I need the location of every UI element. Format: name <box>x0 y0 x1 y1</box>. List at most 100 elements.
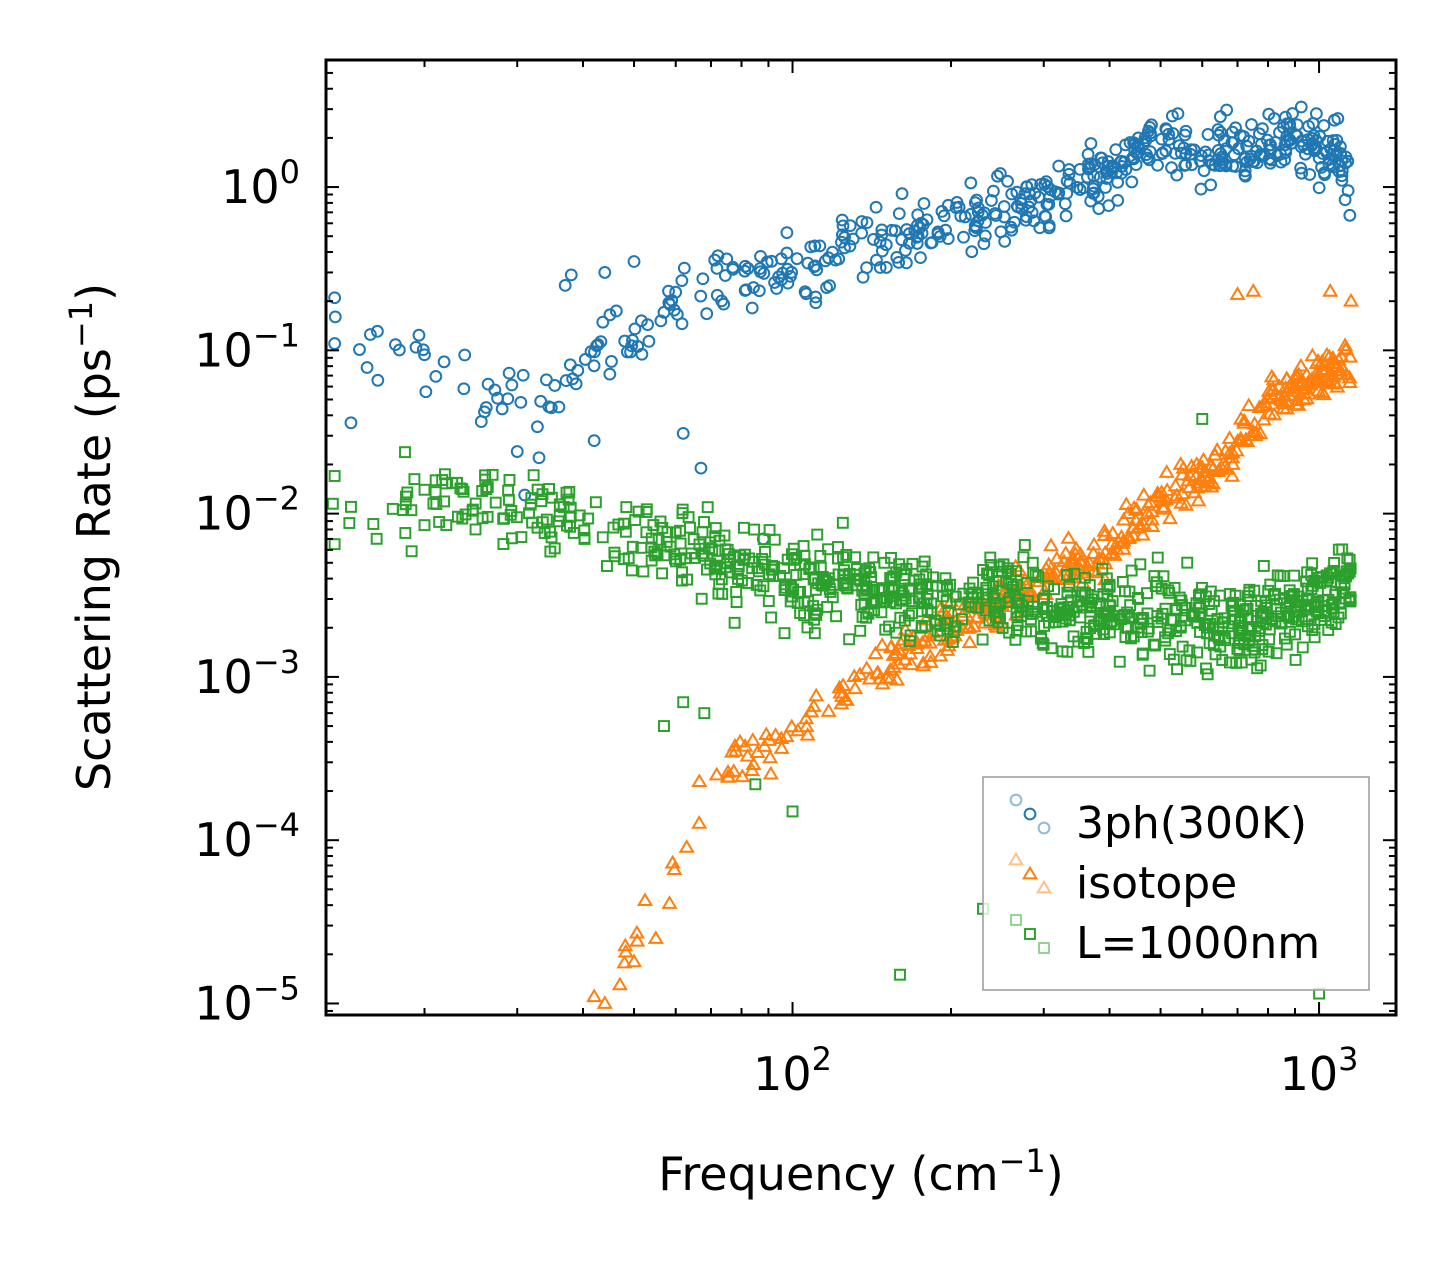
data-point <box>1195 451 1212 466</box>
data-point <box>801 256 815 270</box>
data-point <box>1234 612 1247 625</box>
data-point <box>1019 625 1032 638</box>
data-point <box>1011 200 1025 214</box>
data-point <box>900 223 914 236</box>
data-point <box>1109 143 1123 157</box>
data-point <box>804 240 818 254</box>
data-point <box>1061 586 1074 599</box>
data-point <box>345 500 357 513</box>
data-point <box>1126 499 1143 514</box>
data-point <box>677 261 691 275</box>
data-point <box>1311 585 1324 598</box>
data-point <box>1010 565 1022 578</box>
data-point <box>642 334 656 348</box>
data-point <box>525 492 538 505</box>
data-point <box>977 206 991 220</box>
data-point <box>916 560 929 573</box>
data-point <box>1301 592 1314 605</box>
data-point <box>1337 587 1350 599</box>
data-point <box>967 576 980 589</box>
data-point <box>696 272 710 286</box>
data-point <box>939 642 956 656</box>
data-point <box>981 591 994 604</box>
data-point <box>1081 555 1098 569</box>
data-point <box>1204 585 1217 598</box>
data-point <box>400 490 412 503</box>
plot-frame <box>324 58 1398 1017</box>
data-point <box>1167 477 1184 492</box>
data-point <box>1240 155 1254 169</box>
data-point <box>1317 119 1331 132</box>
data-point <box>657 305 671 319</box>
data-point <box>773 730 790 745</box>
data-point <box>940 579 953 592</box>
data-point <box>916 218 930 231</box>
data-point <box>808 687 825 702</box>
legend-marker <box>1035 879 1053 894</box>
data-point <box>867 645 884 660</box>
data-point <box>1104 545 1121 559</box>
data-point <box>1203 598 1216 610</box>
data-point <box>835 677 852 692</box>
data-point <box>625 564 638 577</box>
data-point <box>964 207 978 221</box>
data-point <box>952 200 966 214</box>
data-point <box>1029 569 1042 581</box>
data-point <box>1325 351 1342 365</box>
data-point <box>994 612 1006 625</box>
data-point <box>418 483 431 496</box>
data-point <box>1104 600 1117 613</box>
data-point <box>718 269 732 282</box>
data-point <box>1059 608 1072 620</box>
data-point <box>892 255 906 269</box>
data-point <box>895 187 909 201</box>
data-point <box>971 205 985 219</box>
data-point <box>968 219 982 233</box>
data-point <box>1183 458 1200 472</box>
data-point <box>502 366 516 380</box>
data-point <box>1132 516 1149 531</box>
data-point <box>1294 161 1308 175</box>
data-point <box>1178 128 1192 142</box>
data-point <box>480 483 493 496</box>
data-point <box>478 405 491 419</box>
data-point <box>635 347 649 361</box>
data-point <box>668 548 681 561</box>
data-point <box>710 288 724 302</box>
data-point <box>1196 413 1209 425</box>
y-tick-label: 10−2 <box>194 480 300 541</box>
data-point <box>1201 668 1214 681</box>
data-point <box>1229 286 1246 300</box>
legend: 3ph(300K) isotope L=1000nm <box>982 776 1370 991</box>
data-point <box>675 274 689 288</box>
data-point <box>1127 512 1144 527</box>
data-point <box>360 361 374 374</box>
data-point <box>1227 596 1240 609</box>
data-point <box>940 595 953 607</box>
data-point <box>1207 446 1224 461</box>
data-point <box>903 635 916 648</box>
data-point <box>1105 615 1118 628</box>
data-point <box>532 451 546 465</box>
data-point <box>1286 107 1299 120</box>
data-point <box>739 548 751 561</box>
data-point <box>367 518 380 530</box>
data-point <box>906 607 918 620</box>
data-point <box>1184 143 1198 157</box>
data-point <box>695 592 708 605</box>
data-point <box>1060 174 1074 188</box>
data-point <box>563 358 577 372</box>
data-point <box>837 691 854 706</box>
data-point <box>994 597 1007 610</box>
data-point <box>709 522 722 535</box>
data-point <box>1159 144 1173 158</box>
data-point <box>1125 175 1139 189</box>
data-point <box>608 546 621 559</box>
data-point <box>1150 576 1163 589</box>
data-point <box>1111 193 1125 207</box>
data-point <box>1159 122 1173 136</box>
data-point <box>616 954 633 969</box>
data-point <box>1119 631 1132 643</box>
data-point <box>1223 656 1236 669</box>
data-point <box>617 937 634 952</box>
